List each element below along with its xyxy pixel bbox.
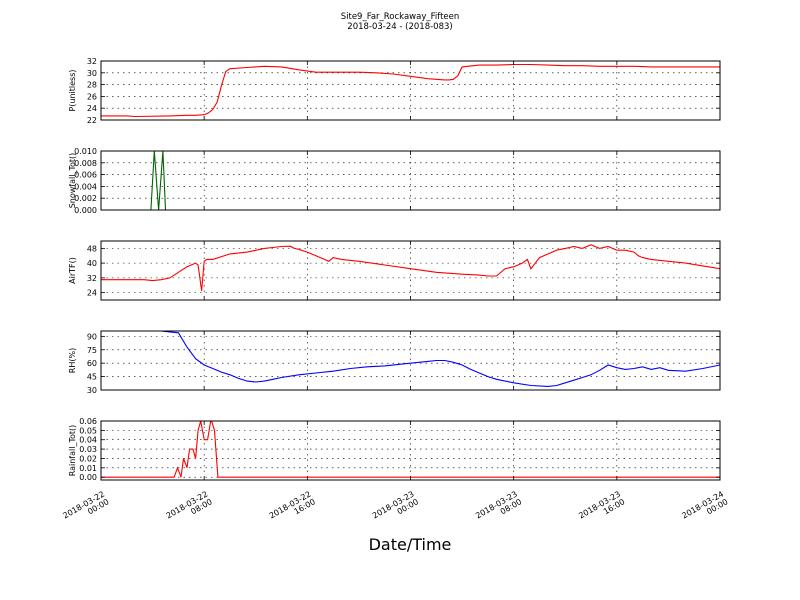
y-tick-label: 0.06	[79, 417, 97, 426]
panel-1: 22 24 26 28 30 32 P(unitless)	[68, 57, 721, 125]
series-line-1	[101, 63, 720, 118]
panels-group: 222426283032P(unitless)0.0000.0020.0040.…	[61, 57, 729, 528]
y-tick-label: 0.004	[74, 182, 97, 191]
x-tick-label: 2018-03-2400:00	[680, 489, 729, 528]
y-tick-label: 0.05	[79, 426, 97, 435]
y-tick-label: 22	[87, 116, 97, 125]
panel-4: 30 45 60 75 90 RH(%)	[68, 330, 721, 395]
y-tick-label: 30	[87, 69, 97, 78]
panel-5: 0.000.010.020.030.040.050.06Rainfall_Tot…	[68, 417, 721, 482]
y-tick-label: 28	[87, 81, 97, 90]
y-tick-label: 0.03	[79, 445, 97, 454]
x-axis-label: Date/Time	[369, 535, 452, 554]
y-axis-label: P(unitless)	[68, 69, 77, 111]
x-tick-label: 2018-03-2216:00	[268, 489, 317, 528]
y-tick-label: 32	[87, 57, 97, 66]
series-line-1	[161, 331, 720, 387]
y-axis-label: RH(%)	[68, 348, 77, 373]
figure-title-line2: 2018-03-24 - (2018-083)	[347, 22, 452, 32]
y-tick-label: 0.02	[79, 454, 97, 463]
y-tick-label: 32	[87, 274, 97, 283]
y-tick-label: 45	[87, 373, 97, 382]
y-tick-label: 48	[87, 244, 97, 253]
panel-2: 0.000 0.002 0.004 0.006 0.008 0.010Snowfall_T…	[68, 147, 721, 215]
panel-3: 24 32 40 48 AirTF()	[68, 240, 721, 301]
y-tick-label: 40	[87, 259, 97, 268]
y-tick-label: 90	[87, 332, 97, 341]
figure-title-line1: Site9_Far_Rockaway_Fifteen	[341, 12, 460, 22]
series-line-1	[101, 244, 720, 291]
y-tick-label: 0.04	[79, 436, 97, 445]
y-tick-label: 0.000	[74, 206, 97, 215]
y-tick-label: 0.01	[79, 464, 97, 473]
x-tick-label: 2018-03-2308:00	[474, 489, 523, 528]
y-tick-label: 60	[87, 359, 97, 368]
y-axis-label: Snowfall_Tot()	[68, 153, 77, 209]
x-tick-label: 2018-03-2200:00	[61, 489, 110, 528]
y-tick-label: 30	[87, 386, 97, 395]
y-tick-label: 0.00	[79, 473, 97, 482]
y-tick-label: 75	[87, 346, 97, 355]
y-axis-label: AirTF()	[68, 257, 77, 284]
y-axis-label: Rainfall_Tot()	[68, 425, 77, 477]
y-tick-label: 0.008	[74, 159, 97, 168]
y-tick-label: 26	[87, 92, 97, 101]
x-tick-label: 2018-03-2208:00	[165, 489, 214, 528]
x-tick-label: 2018-03-2300:00	[371, 489, 420, 528]
y-tick-label: 0.002	[74, 194, 97, 203]
y-tick-label: 0.006	[74, 171, 97, 180]
y-tick-label: 24	[87, 289, 97, 298]
x-tick-label: 2018-03-2316:00	[577, 489, 626, 528]
y-tick-label: 0.010	[74, 147, 97, 156]
series-line-1	[101, 421, 720, 478]
y-tick-label: 24	[87, 104, 97, 113]
